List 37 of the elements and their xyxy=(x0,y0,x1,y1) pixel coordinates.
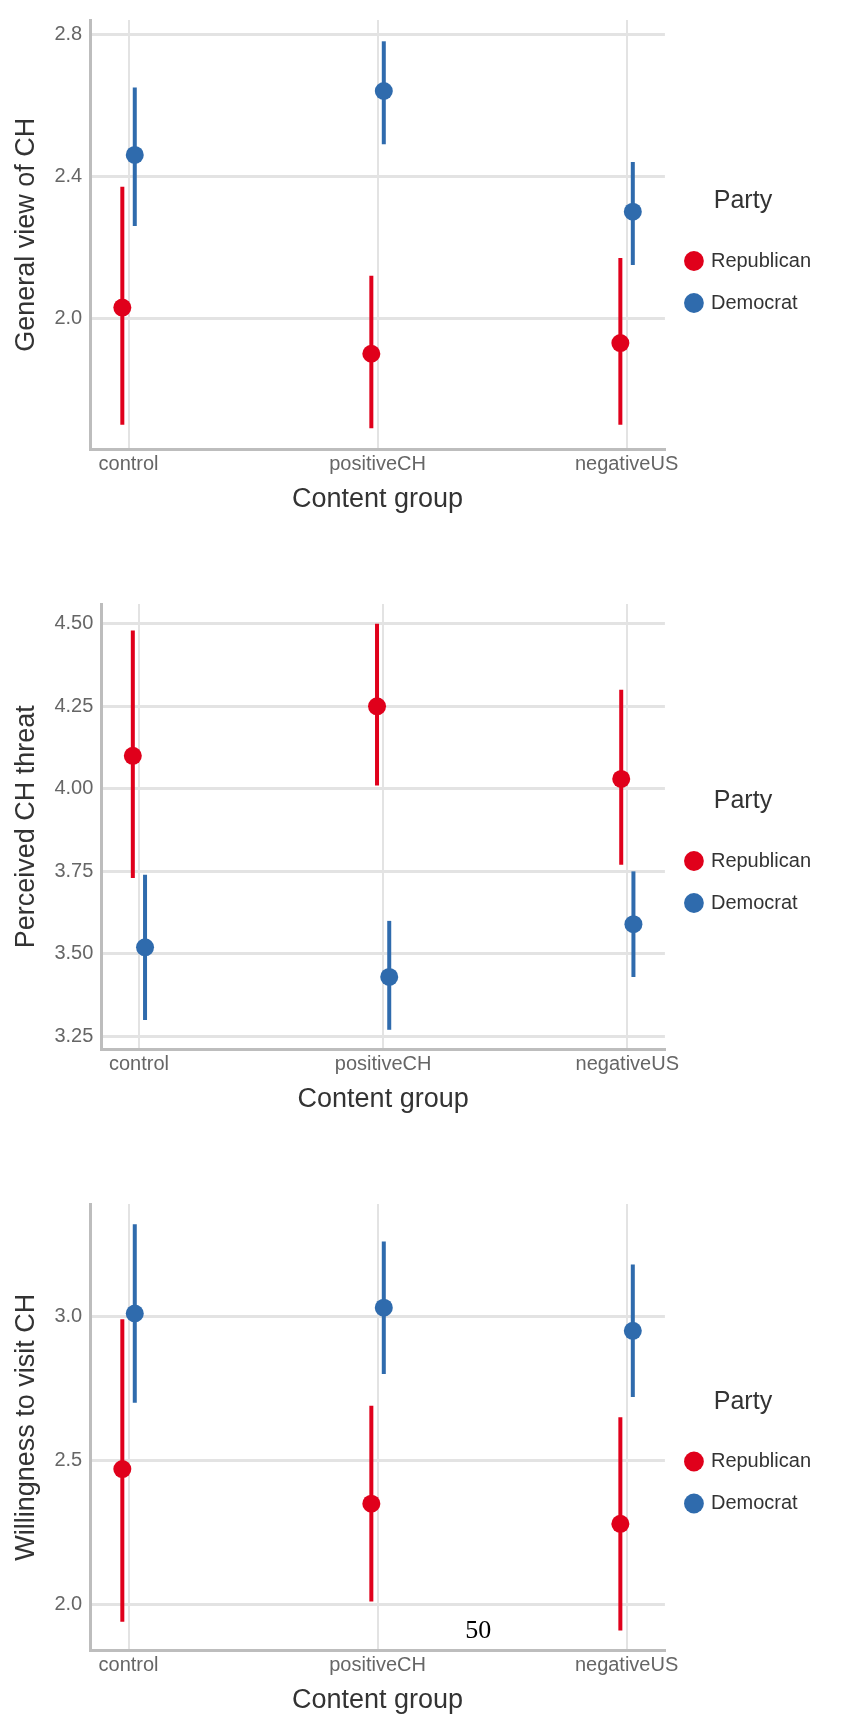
legend-title: Party xyxy=(713,1385,773,1414)
x-tick-label: negativeUS xyxy=(574,452,679,475)
legend-label: Democrat xyxy=(710,1491,799,1514)
x-tick-label: negativeUS xyxy=(574,1653,679,1676)
y-tick-label: 3.50 xyxy=(54,941,94,964)
legend-title: Party xyxy=(713,785,773,814)
x-tick-label: positiveCH xyxy=(329,452,426,475)
y-axis-title: Willingness to visit CH xyxy=(9,1293,40,1561)
x-tick-label: control xyxy=(108,1052,169,1075)
legend-title: Party xyxy=(713,185,773,214)
y-tick-label: 2.0 xyxy=(54,1592,83,1615)
y-axis-title: Perceived CH threat xyxy=(9,704,40,949)
y-tick-label: 2.8 xyxy=(54,21,83,44)
y-tick-label: 2.4 xyxy=(54,163,83,186)
y-axis-title: General view of CH xyxy=(9,117,40,352)
legend-label: Democrat xyxy=(710,890,799,913)
x-axis-title: Content group xyxy=(292,483,464,514)
annotation: 50 xyxy=(465,1615,492,1645)
x-axis-title: Content group xyxy=(292,1684,464,1715)
y-tick-label: 4.50 xyxy=(54,611,94,634)
y-tick-label: 4.00 xyxy=(54,776,94,799)
y-tick-label: 3.0 xyxy=(54,1303,83,1326)
y-tick-label: 3.75 xyxy=(54,858,94,881)
x-tick-label: negativeUS xyxy=(575,1052,680,1075)
x-tick-label: positiveCH xyxy=(334,1052,432,1075)
y-tick-label: 2.5 xyxy=(54,1447,83,1470)
legend-label: Republican xyxy=(710,248,812,271)
x-axis-title: Content group xyxy=(297,1083,469,1114)
x-tick-label: positiveCH xyxy=(329,1653,426,1676)
y-tick-label: 4.25 xyxy=(54,693,94,716)
x-tick-label: control xyxy=(98,1653,159,1676)
y-tick-label: 3.25 xyxy=(54,1023,94,1046)
y-tick-label: 2.0 xyxy=(54,305,83,328)
x-tick-label: control xyxy=(98,452,159,475)
legend-label: Republican xyxy=(710,848,812,871)
legend-label: Democrat xyxy=(710,290,799,313)
legend-label: Republican xyxy=(710,1449,812,1472)
